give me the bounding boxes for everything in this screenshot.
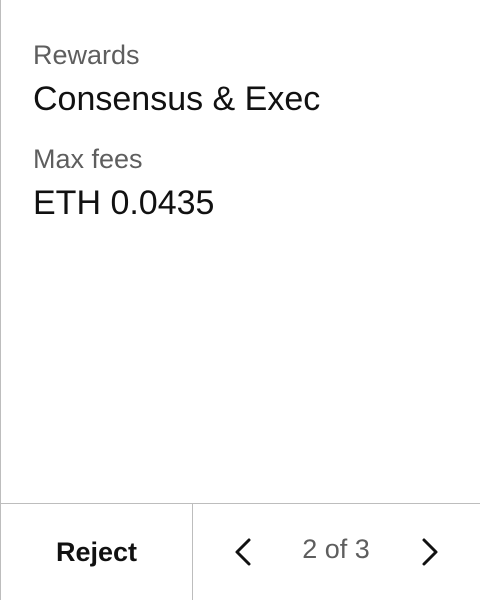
page-indicator: 2 of 3 (302, 534, 370, 564)
pagination: 2 of 3 (193, 504, 480, 600)
chevron-left-icon (235, 538, 251, 566)
max-fees-label: Max fees (33, 144, 143, 174)
next-page-button[interactable] (406, 526, 454, 578)
reject-button[interactable]: Reject (1, 504, 193, 600)
action-footer: Reject 2 of 3 (1, 503, 480, 600)
previous-page-button[interactable] (219, 526, 267, 578)
rewards-label: Rewards (33, 40, 140, 70)
rewards-value: Consensus & Exec (33, 80, 321, 118)
max-fees-value: ETH 0.0435 (33, 184, 215, 222)
chevron-right-icon (422, 538, 438, 566)
